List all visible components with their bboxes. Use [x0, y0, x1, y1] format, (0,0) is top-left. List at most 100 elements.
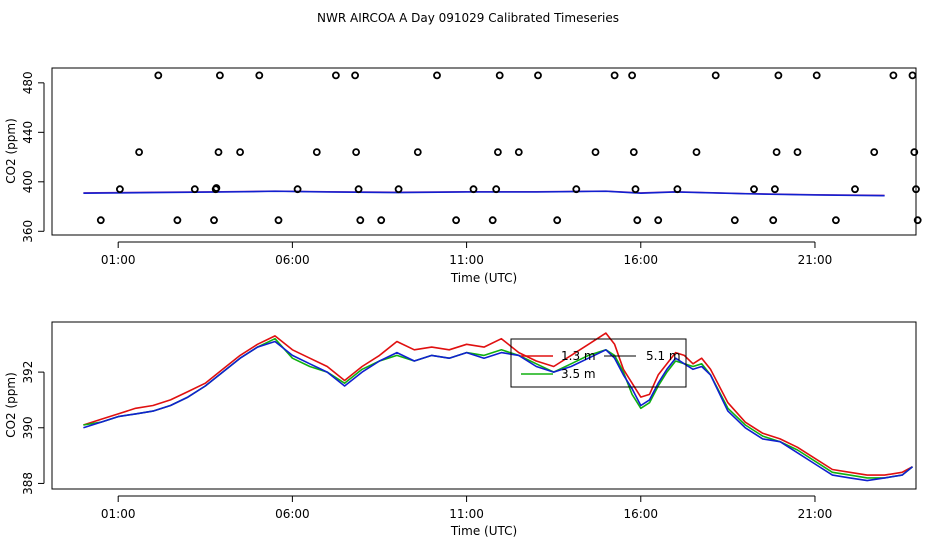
scatter-point	[631, 185, 640, 194]
top-y-tick-label: 400	[21, 170, 35, 193]
scatter-point	[629, 148, 638, 157]
bottom-y-ticks: 388 390 392	[21, 361, 45, 495]
bottom-x-tick-label: 01:00	[101, 507, 136, 521]
bottom-y-tick-label: 392	[21, 361, 35, 384]
bottom-y-axis-label: CO2 (ppm)	[4, 372, 18, 438]
scatter-point	[469, 185, 478, 194]
legend-box	[510, 338, 687, 388]
scatter-point	[628, 71, 636, 80]
scatter-point	[711, 71, 720, 80]
scatter-point	[154, 71, 163, 80]
scatter-point	[633, 216, 642, 225]
legend: 1.3 m 5.1 m 3.5 m	[510, 338, 687, 388]
scatter-point	[812, 71, 821, 80]
scatter-point	[534, 71, 542, 80]
legend-label-3-5-m: 3.5 m	[561, 367, 596, 381]
scatter-point	[377, 216, 386, 225]
scatter-point	[488, 216, 497, 225]
bottom-y-tick-label: 390	[21, 416, 35, 439]
top-series-lines	[83, 190, 885, 197]
top-y-tick-label: 360	[21, 220, 35, 243]
legend-label-1-3-m: 1.3 m	[561, 349, 596, 363]
scatter-point	[452, 216, 461, 225]
scatter-point	[255, 71, 264, 80]
scatter-point	[331, 71, 340, 80]
bottom-panel-frame	[51, 321, 917, 490]
bottom-x-tick-label: 06:00	[275, 507, 310, 521]
scatter-point	[774, 71, 783, 80]
top-x-tick-label: 21:00	[798, 253, 833, 267]
scatter-point	[908, 71, 917, 80]
scatter-point	[514, 148, 523, 157]
scatter-point	[771, 185, 779, 194]
scatter-point	[212, 184, 221, 192]
top-x-tick-label: 06:00	[275, 253, 310, 267]
top-x-tick-label: 16:00	[623, 253, 658, 267]
legend-label-5-1-m: 5.1 m	[646, 349, 681, 363]
bottom-x-ticks: 01:00 06:00 11:00 16:00 21:00	[101, 495, 833, 521]
scatter-point	[135, 148, 144, 157]
bottom-x-tick-label: 11:00	[449, 507, 484, 521]
figure-title: NWR AIRCOA A Day 091029 Calibrated Times…	[317, 11, 619, 25]
bottom-series-lines	[83, 332, 914, 482]
scatter-point	[214, 148, 223, 157]
scatter-point	[413, 148, 422, 157]
top-y-tick-label: 440	[21, 121, 35, 144]
scatter-point	[591, 148, 600, 157]
top-x-tick-label: 01:00	[101, 253, 136, 267]
scatter-point	[610, 71, 619, 80]
scatter-point	[692, 148, 701, 157]
scatter-point	[116, 185, 124, 194]
series-line-1-3-m	[83, 332, 913, 476]
scatter-point	[495, 71, 504, 80]
top-series-line-blue	[83, 190, 885, 197]
scatter-point	[730, 216, 739, 225]
top-panel-frame	[51, 67, 917, 236]
scatter-point	[351, 71, 360, 80]
scatter-point	[870, 148, 879, 157]
scatter-point	[493, 148, 502, 157]
scatter-point	[394, 185, 403, 194]
scatter-point	[293, 185, 302, 194]
top-y-axis-label: CO2 (ppm)	[4, 118, 18, 184]
scatter-point	[553, 216, 562, 225]
scatter-point	[352, 148, 361, 157]
scatter-point	[492, 185, 501, 194]
scatter-point	[769, 216, 778, 225]
scatter-point	[210, 216, 218, 225]
scatter-point	[354, 185, 363, 194]
scatter-point	[832, 216, 840, 225]
bottom-x-axis-label: Time (UTC)	[450, 524, 517, 538]
scatter-point	[673, 185, 682, 194]
series-line-3-5-m	[83, 337, 914, 479]
scatter-point	[889, 71, 898, 80]
scatter-point	[356, 216, 365, 225]
bottom-y-tick-label: 388	[21, 472, 35, 495]
scatter-point	[910, 148, 919, 157]
scatter-point	[772, 148, 781, 157]
scatter-point	[215, 71, 224, 80]
bottom-x-tick-label: 21:00	[798, 507, 833, 521]
scatter-point	[793, 148, 802, 157]
top-y-ticks: 360 400 440 480	[21, 71, 45, 243]
scatter-point	[913, 216, 922, 225]
scatter-point	[433, 71, 441, 80]
series-line-5-1-m	[83, 340, 914, 482]
scatter-point	[236, 148, 245, 157]
scatter-point	[274, 216, 283, 225]
scatter-point	[173, 216, 182, 225]
top-scatter-points	[96, 71, 922, 225]
scatter-point	[572, 185, 581, 194]
scatter-point	[912, 185, 920, 194]
top-x-axis-label: Time (UTC)	[450, 271, 517, 285]
top-y-tick-label: 480	[21, 71, 35, 94]
scatter-point	[851, 185, 859, 194]
scatter-point	[312, 148, 321, 157]
bottom-x-tick-label: 16:00	[623, 507, 658, 521]
top-x-ticks: 01:00 06:00 11:00 16:00 21:00	[101, 241, 833, 267]
top-panel: 01:00 06:00 11:00 16:00 21:00 360 400 440 480 T…	[4, 67, 922, 285]
bottom-panel: 01:00 06:00 11:00 16:00 21:00 388 390 392 1.3 …	[4, 321, 917, 538]
scatter-point	[654, 216, 663, 225]
scatter-point	[190, 185, 199, 194]
